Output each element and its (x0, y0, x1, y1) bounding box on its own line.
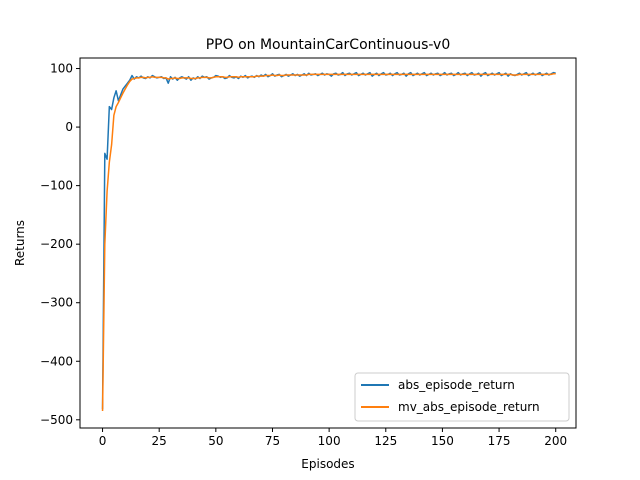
legend-label-mv-abs-episode-return: mv_abs_episode_return (398, 400, 540, 414)
y-tick-label: −100 (40, 179, 73, 193)
legend: abs_episode_return mv_abs_episode_return (354, 372, 570, 422)
y-tick-label: −500 (40, 413, 73, 427)
y-tick-label: −400 (40, 354, 73, 368)
y-tick-label: −300 (40, 296, 73, 310)
x-tick-label: 150 (431, 434, 454, 448)
y-axis-ticks: −500 −400 −300 −200 −100 0 100 (40, 62, 80, 427)
x-tick-label: 100 (318, 434, 341, 448)
x-tick-label: 50 (208, 434, 223, 448)
plot-frame (79, 57, 577, 429)
x-tick-label: 200 (544, 434, 567, 448)
y-tick-label: 0 (65, 120, 73, 134)
x-tick-label: 25 (152, 434, 167, 448)
x-tick-label: 175 (488, 434, 511, 448)
legend-box (354, 372, 570, 422)
x-tick-label: 75 (265, 434, 280, 448)
x-axis-label: Episodes (301, 457, 354, 471)
x-tick-label: 125 (374, 434, 397, 448)
x-tick-label: 0 (99, 434, 107, 448)
legend-label-abs-episode-return: abs_episode_return (398, 378, 515, 392)
series-line-mv-abs-episode-return (101, 73, 556, 412)
y-axis-label: Returns (13, 220, 27, 266)
y-tick-label: −200 (40, 237, 73, 251)
y-tick-label: 100 (50, 62, 73, 76)
chart-title: PPO on MountainCarContinuous-v0 (206, 37, 451, 53)
series-layer (101, 71, 556, 412)
x-axis-ticks: 0 25 50 75 100 125 150 175 200 (99, 428, 567, 448)
